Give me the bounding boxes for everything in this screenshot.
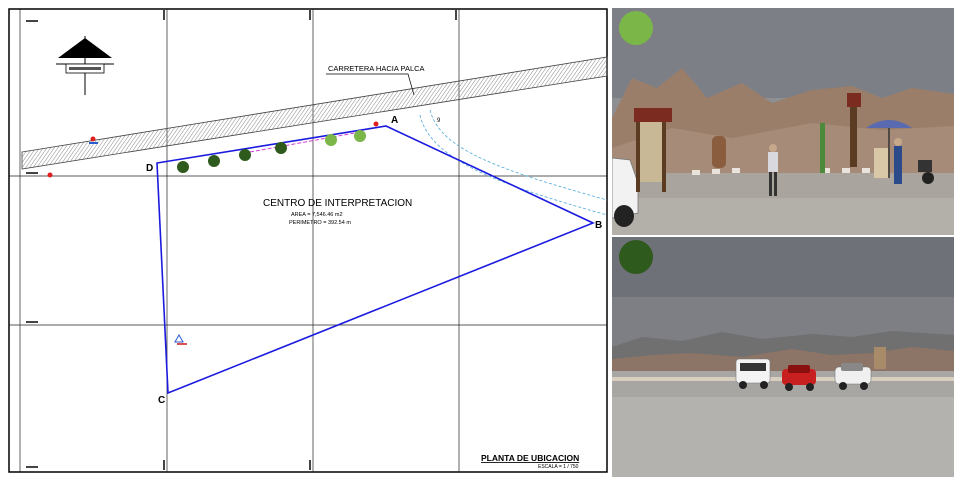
car-red [782,365,816,391]
site-plan-drawing: CARRETERA HACIA PALCA 9 A B C D [8,8,608,473]
photo-parking-area [612,237,954,477]
site-photo-bottom [612,237,954,477]
inner-frame [19,8,608,473]
benchmark-icon [89,136,98,144]
point-number: 9 [437,118,441,124]
coordinate-grid [9,9,607,472]
photo-marker-light-green [619,11,653,45]
triangle-benchmark-icon [174,333,187,345]
vertex-b-label: B [595,220,602,231]
vertex-d-label: D [146,163,153,174]
site-photo-top [612,8,954,235]
grid-tick-labels [26,10,457,470]
marker-light-green [354,130,366,142]
photo-interpretation-center [612,8,954,235]
site-plan: CARRETERA HACIA PALCA 9 A B C D [8,8,608,473]
marker-dark-green [275,142,287,154]
benchmark-icon [47,172,53,178]
site-title: CENTRO DE INTERPRETACION [263,198,412,209]
sheet-title: PLANTA DE UBICACION [481,453,579,463]
vertex-c-label: C [158,395,165,406]
fence-line [249,131,361,153]
car-white [834,363,872,390]
property-boundary [156,125,596,395]
site-perimeter: PERIMETRO = 392.54 m [289,220,351,226]
sheet-scale: ESCALA = 1 / 750 [538,464,579,470]
car-white-van [735,358,771,389]
survey-point [373,121,379,127]
vertex-a-label: A [391,115,398,126]
marker-dark-green [239,149,251,161]
drainage-lines [419,109,608,216]
marker-light-green [325,134,337,146]
road [21,56,608,170]
north-arrow-icon [56,36,114,95]
marker-dark-green [177,161,189,173]
photo-marker-dark-green [619,240,653,274]
road-label: CARRETERA HACIA PALCA [328,64,425,73]
marker-dark-green [208,155,220,167]
site-area: AREA = 7,546.46 m2 [291,212,343,218]
road-label-group: CARRETERA HACIA PALCA [326,64,425,96]
photo-markers [177,130,366,173]
